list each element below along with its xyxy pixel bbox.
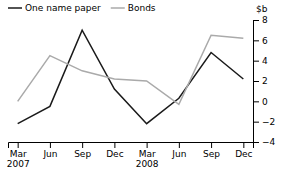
tick: 6	[253, 36, 268, 46]
tick-mark	[50, 142, 51, 148]
tick: Dec	[235, 142, 252, 159]
tick-mark	[243, 142, 244, 148]
tick-mark	[253, 81, 259, 82]
tick-mark	[147, 142, 148, 148]
tick-mark	[253, 101, 259, 102]
tick-label: Jun	[42, 149, 57, 159]
legend-label: Bonds	[128, 3, 156, 13]
tick-label: Dec	[106, 149, 123, 159]
x-axis: Mar2007 Jun Sep Dec Mar2008 Jun Sep Dec	[7, 142, 254, 169]
tick: Jun	[171, 142, 186, 159]
tick: Jun	[42, 142, 57, 159]
tick-label: Mar2007	[7, 149, 30, 169]
tick-label: 2	[262, 76, 268, 86]
series-line	[18, 30, 244, 124]
series-group	[18, 30, 244, 124]
tick-label: −2	[262, 117, 275, 127]
series-line	[18, 35, 244, 104]
tick-label: −4	[262, 137, 276, 147]
tick-mark	[18, 142, 19, 148]
tick-mark	[179, 142, 180, 148]
tick-label: Mar2008	[136, 149, 159, 169]
tick: 0	[253, 97, 268, 107]
legend: One name paper Bonds	[8, 3, 156, 13]
plot: Mar2007 Jun Sep Dec Mar2008 Jun Sep Dec −4 −2 0 2 4 6…	[7, 15, 276, 169]
axis-domain	[254, 21, 260, 143]
tick: −2	[253, 117, 275, 127]
tick-label: 0	[262, 97, 268, 107]
tick-label: 8	[262, 15, 268, 25]
tick-mark	[253, 20, 259, 21]
tick-mark	[253, 40, 259, 41]
tick-label: 6	[262, 36, 268, 46]
tick: 8	[253, 15, 268, 25]
tick: Mar2008	[136, 142, 159, 169]
tick-label: Dec	[235, 149, 252, 159]
tick: Sep	[74, 142, 91, 159]
tick-mark	[211, 142, 212, 148]
legend-item: One name paper	[8, 3, 101, 13]
legend-swatch	[111, 7, 125, 9]
legend-swatch	[8, 7, 22, 9]
tick-mark	[253, 61, 259, 62]
tick-label: Sep	[203, 149, 220, 159]
axis-domain	[9, 143, 254, 149]
tick: Mar2007	[7, 142, 30, 169]
tick-label: 4	[262, 56, 268, 66]
tick-mark	[114, 142, 115, 148]
tick: Dec	[106, 142, 123, 159]
tick-mark	[253, 122, 259, 123]
legend-item: Bonds	[111, 3, 156, 13]
tick: 2	[253, 76, 268, 86]
tick-mark	[82, 142, 83, 148]
tick: Sep	[203, 142, 220, 159]
tick: 4	[253, 56, 268, 66]
chart: Mar2007 Jun Sep Dec Mar2008 Jun Sep Dec −4 −2 0 2 4 6…	[0, 0, 283, 170]
tick-label: Sep	[74, 149, 91, 159]
tick-mark	[253, 142, 259, 143]
y-axis-label: $b	[256, 4, 268, 14]
y-axis: −4 −2 0 2 4 6 8	[253, 15, 276, 147]
legend-label: One name paper	[25, 3, 101, 13]
tick: −4	[253, 137, 276, 147]
tick-label: Jun	[171, 149, 186, 159]
